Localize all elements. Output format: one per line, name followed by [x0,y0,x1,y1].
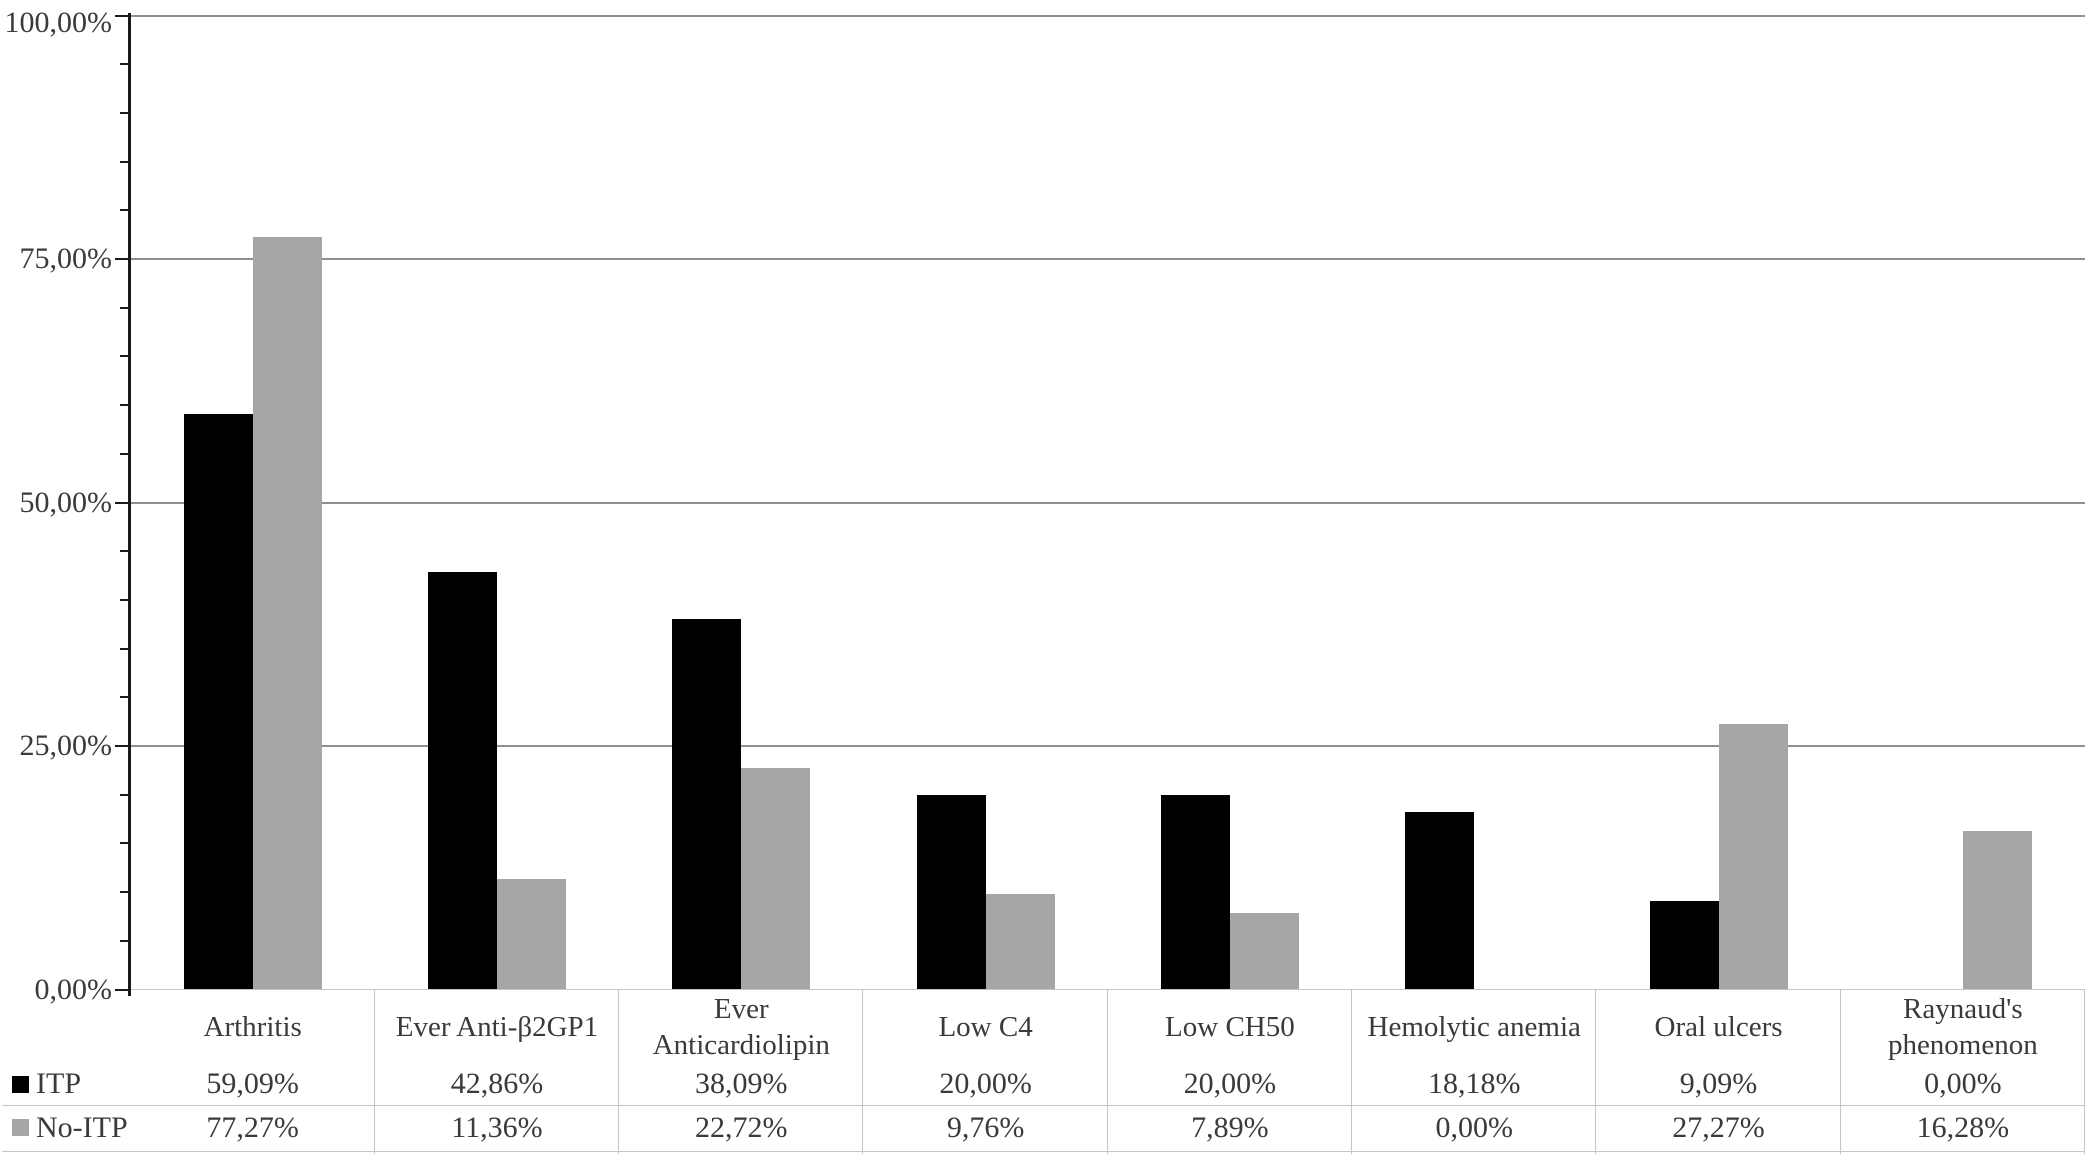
y-tick-major-25pct [114,745,128,747]
table-column-separator-1 [373,989,375,1154]
table-cell-category-oral-ulcers: Oral ulcers [1654,1010,1783,1043]
y-tick-minor-15pct [119,842,128,845]
table-cell-itp-low-c4: 20,00% [939,1067,1032,1100]
table-cell-no-itp-ever-anticardiolipin: 22,72% [695,1110,788,1144]
table-cell-category-hemolytic-anemia: Hemolytic anemia [1367,1010,1581,1043]
table-column-separator-6 [1595,989,1597,1154]
table-cell-itp-ever-anticardiolipin: 38,09% [695,1067,788,1100]
bar-no-itp-low-c4 [985,894,1055,990]
y-tick-minor-10pct [119,891,128,894]
y-tick-minor-95pct [119,63,128,66]
y-tick-minor-5pct [119,939,128,942]
bar-itp-low-c4 [916,794,986,990]
bar-itp-low-ch50 [1160,794,1230,990]
y-tick-major-75pct [114,258,128,260]
y-tick-minor-65pct [119,355,128,358]
bar-itp-hemolytic-anemia [1405,812,1475,990]
y-axis-line [127,13,131,996]
y-tick-minor-40pct [119,598,128,601]
table-cell-category-low-ch50: Low CH50 [1165,1010,1295,1043]
table-cell-no-itp-low-c4: 9,76% [946,1110,1025,1144]
table-cell-no-itp-raynaud-s-phenomenon: 16,28% [1916,1110,2010,1144]
bar-no-itp-ever-anticardiolipin [741,768,811,990]
table-row-separator [2,1104,2085,1106]
bar-itp-arthritis [183,413,253,990]
y-tick-minor-30pct [119,696,128,699]
y-tick-minor-45pct [119,550,128,553]
bar-itp-ever-anticardiolipin [672,618,742,990]
legend-swatch-no-itp-icon [12,1119,29,1136]
table-cell-itp-raynaud-s-phenomenon: 0,00% [1924,1067,2002,1100]
table-cell-category-ever-anticardiolipin: Ever Anticardiolipin [652,992,830,1061]
bar-no-itp-ever-anti-2gp1 [496,878,566,990]
legend-swatch-itp-icon [12,1075,29,1093]
bar-itp-ever-anti-2gp1 [427,572,497,990]
y-axis-label-50pct: 50,00% [19,485,113,519]
gridline-50pct [130,501,2085,504]
y-tick-minor-55pct [119,452,128,455]
legend-item-itp: ITP [12,1064,129,1105]
y-tick-minor-85pct [119,160,128,163]
bar-no-itp-arthritis [252,236,322,990]
table-cell-itp-hemolytic-anemia: 18,18% [1427,1067,1521,1100]
table-cell-itp-arthritis: 59,09% [206,1067,299,1100]
table-cell-no-itp-arthritis: 77,27% [206,1110,299,1144]
table-cell-category-arthritis: Arthritis [203,1010,302,1043]
table-column-separator-7 [1839,989,1841,1154]
y-axis-label-0pct: 0,00% [34,972,113,1006]
y-tick-minor-60pct [119,404,128,407]
y-tick-minor-70pct [119,306,128,309]
y-axis-label-75pct: 75,00% [19,242,113,275]
y-tick-minor-35pct [119,647,128,650]
table-bottom-border [2,1150,2085,1152]
table-cell-no-itp-low-ch50: 7,89% [1191,1110,1269,1144]
legend-label-itp: ITP [36,1067,81,1100]
table-column-separator-2 [618,989,620,1154]
legend-label-no-itp: No-ITP [36,1110,128,1144]
table-cell-category-raynaud-s-phenomenon: Raynaud's phenomenon [1887,992,2038,1061]
legend-item-no-itp: No-ITP [12,1105,129,1151]
table-cell-no-itp-ever-anti-2gp1: 11,36% [451,1110,543,1144]
table-cell-category-ever-anti-2gp1: Ever Anti-β2GP1 [395,1010,599,1043]
bar-itp-oral-ulcers [1649,900,1719,990]
bar-no-itp-low-ch50 [1229,912,1299,990]
y-axis-label-100pct: 100,00% [4,5,113,39]
table-column-separator-8 [2084,989,2085,1154]
table-top-border [130,988,2085,990]
table-cell-category-low-c4: Low C4 [938,1010,1033,1043]
y-tick-major-50pct [114,501,128,504]
table-cell-no-itp-oral-ulcers: 27,27% [1672,1110,1765,1144]
gridline-100pct [130,14,2085,17]
y-axis-label-25pct: 25,00% [19,729,113,762]
gridline-25pct [130,745,2085,747]
table-cell-itp-ever-anti-2gp1: 42,86% [450,1067,544,1100]
y-tick-minor-90pct [119,111,128,114]
gridline-75pct [130,258,2085,260]
table-cell-no-itp-hemolytic-anemia: 0,00% [1435,1110,1513,1144]
table-column-separator-3 [862,989,864,1154]
bar-no-itp-raynaud-s-phenomenon [1962,830,2032,990]
table-column-separator-4 [1106,989,1108,1154]
table-cell-itp-low-ch50: 20,00% [1183,1067,1277,1100]
table-cell-itp-oral-ulcers: 9,09% [1679,1067,1758,1100]
y-tick-minor-20pct [119,793,128,796]
table-column-separator-5 [1351,989,1353,1154]
y-tick-major-0pct [114,988,128,991]
y-tick-major-100pct [114,14,128,17]
y-tick-minor-80pct [119,209,128,212]
bar-no-itp-oral-ulcers [1718,723,1788,990]
